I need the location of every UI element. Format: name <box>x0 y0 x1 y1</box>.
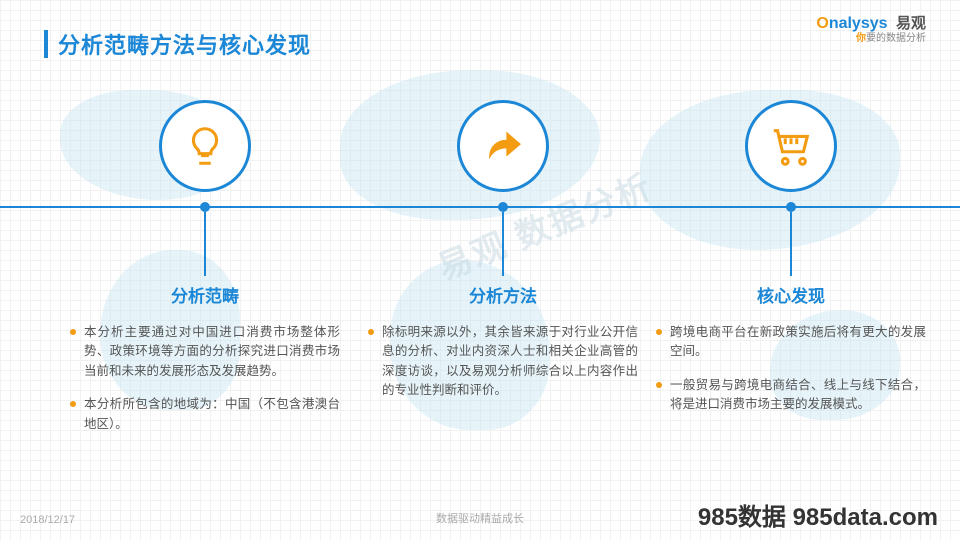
column-analysis-method: 分析方法 除标明来源以外，其余皆来源于对行业公开信息的分析、对业内资深人士和相关… <box>368 100 638 415</box>
lightbulb-icon <box>159 100 251 192</box>
column-core-findings: 核心发现 跨境电商平台在新政策实施后将有更大的发展空间。 一般贸易与跨境电商结合… <box>656 100 926 429</box>
column-title: 分析范畴 <box>70 282 340 307</box>
logo-tagline-prefix: 你 <box>856 33 866 44</box>
connector-vline <box>790 212 792 276</box>
column-title: 核心发现 <box>656 282 926 307</box>
column-title: 分析方法 <box>368 282 638 307</box>
bullet-item: 一般贸易与跨境电商结合、线上与线下结合，将是进口消费市场主要的发展模式。 <box>656 376 926 415</box>
bullet-item: 跨境电商平台在新政策实施后将有更大的发展空间。 <box>656 323 926 362</box>
logo-tagline-rest: 要的数据分析 <box>866 33 926 44</box>
bullet-item: 本分析所包含的地域为：中国（不包含港澳台地区）。 <box>70 395 340 434</box>
bullet-item: 本分析主要通过对中国进口消费市场整体形势、政策环境等方面的分析探究进口消费市场当… <box>70 323 340 381</box>
logo-cn: 易观 <box>896 15 926 32</box>
connector-dot <box>498 202 508 212</box>
share-arrow-icon <box>457 100 549 192</box>
footer-right-text: 985数据 985data.com <box>698 497 938 532</box>
slide-title: 分析范畴方法与核心发现 <box>58 28 311 60</box>
logo-o: O <box>816 15 828 32</box>
bullet-list: 本分析主要通过对中国进口消费市场整体形势、政策环境等方面的分析探究进口消费市场当… <box>70 323 340 434</box>
logo-rest: nalysys <box>829 15 888 32</box>
bullet-list: 除标明来源以外，其余皆来源于对行业公开信息的分析、对业内资深人士和相关企业高管的… <box>368 323 638 401</box>
slide-header: 分析范畴方法与核心发现 <box>44 28 311 60</box>
connector-vline <box>204 212 206 276</box>
connector-dot <box>786 202 796 212</box>
footer-date: 2018/12/17 <box>20 514 75 526</box>
footer-center-text: 数据驱动精益成长 <box>436 510 524 526</box>
header-accent-bar <box>44 30 48 58</box>
cart-icon <box>745 100 837 192</box>
column-analysis-scope: 分析范畴 本分析主要通过对中国进口消费市场整体形势、政策环境等方面的分析探究进口… <box>70 100 340 448</box>
bullet-list: 跨境电商平台在新政策实施后将有更大的发展空间。 一般贸易与跨境电商结合、线上与线… <box>656 323 926 415</box>
connector-dot <box>200 202 210 212</box>
connector-vline <box>502 212 504 276</box>
brand-logo: Onalysys 易观 你要的数据分析 <box>816 14 926 45</box>
bullet-item: 除标明来源以外，其余皆来源于对行业公开信息的分析、对业内资深人士和相关企业高管的… <box>368 323 638 401</box>
